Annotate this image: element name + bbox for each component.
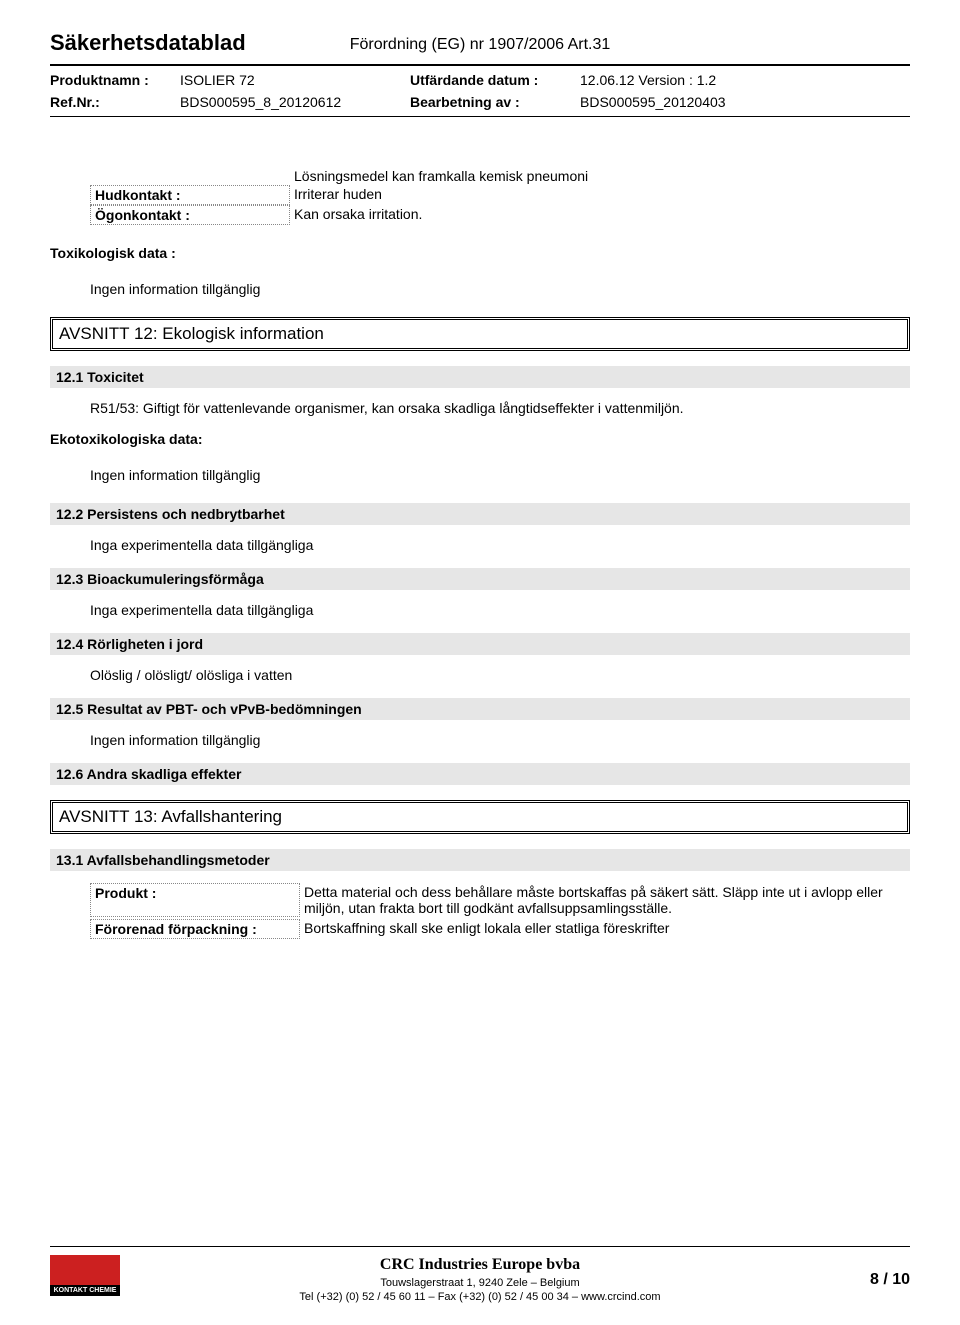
disposal-block: Produkt : Detta material och dess behåll… xyxy=(90,883,910,939)
footer: KONTAKT CHEMIE CRC Industries Europe bvb… xyxy=(50,1246,910,1305)
eco-data-label: Ekotoxikologiska data: xyxy=(50,431,910,447)
ref-value: BDS000595_8_20120612 xyxy=(180,94,410,110)
page: Säkerhetsdatablad Förordning (EG) nr 190… xyxy=(0,0,960,1325)
eye-label: Ögonkontakt : xyxy=(90,205,290,225)
packaging-disposal-label: Förorenad förpackning : xyxy=(90,919,300,939)
section-12-header: AVSNITT 12: Ekologisk information xyxy=(50,317,910,351)
product-disposal-label: Produkt : xyxy=(90,883,300,917)
packaging-disposal-text: Bortskaffning skall ske enligt lokala el… xyxy=(300,919,910,939)
footer-address: Touwslagerstraat 1, 9240 Zele – Belgium xyxy=(120,1276,840,1290)
eye-value: Kan orsaka irritation. xyxy=(290,205,426,225)
text-12-3: Inga experimentella data tillgängliga xyxy=(90,602,910,618)
tox-no-info: Ingen information tillgänglig xyxy=(90,281,910,297)
sub-12-6: 12.6 Andra skadliga effekter xyxy=(50,763,910,785)
section-13-header: AVSNITT 13: Avfallshantering xyxy=(50,800,910,834)
text-12-1: R51/53: Giftigt för vattenlevande organi… xyxy=(90,400,910,416)
product-disposal-row: Produkt : Detta material och dess behåll… xyxy=(90,883,910,917)
sub-12-3: 12.3 Bioackumuleringsförmåga xyxy=(50,568,910,590)
text-12-4: Olöslig / olösligt/ olösliga i vatten xyxy=(90,667,910,683)
skin-value: Irriterar huden xyxy=(290,185,386,205)
footer-center: CRC Industries Europe bvba Touwslagerstr… xyxy=(120,1255,840,1304)
empty-label xyxy=(90,167,290,185)
sub-12-1: 12.1 Toxicitet xyxy=(50,366,910,388)
text-12-2: Inga experimentella data tillgängliga xyxy=(90,537,910,553)
processing-label: Bearbetning av : xyxy=(410,94,580,110)
tox-data-label: Toxikologisk data : xyxy=(50,245,910,261)
logo-text: KONTAKT CHEMIE xyxy=(50,1285,120,1296)
sub-12-5: 12.5 Resultat av PBT- och vPvB-bedömning… xyxy=(50,698,910,720)
skin-row: Hudkontakt : Irriterar huden xyxy=(90,185,910,205)
footer-contact: Tel (+32) (0) 52 / 45 60 11 – Fax (+32) … xyxy=(120,1290,840,1304)
solvent-text: Lösningsmedel kan framkalla kemisk pneum… xyxy=(290,167,592,185)
date-value: 12.06.12 Version : 1.2 xyxy=(580,72,910,88)
ref-label: Ref.Nr.: xyxy=(50,94,180,110)
sub-12-2: 12.2 Persistens och nedbrytbarhet xyxy=(50,503,910,525)
eco-no-info: Ingen information tillgänglig xyxy=(90,467,910,483)
packaging-disposal-row: Förorenad förpackning : Bortskaffning sk… xyxy=(90,919,910,939)
sub-12-4: 12.4 Rörligheten i jord xyxy=(50,633,910,655)
footer-page: 8 / 10 xyxy=(840,1271,910,1289)
logo-red-box xyxy=(50,1255,120,1285)
divider xyxy=(50,116,910,117)
footer-logo: KONTAKT CHEMIE xyxy=(50,1255,120,1305)
header-meta-row1: Produktnamn : ISOLIER 72 Utfärdande datu… xyxy=(50,66,910,94)
eye-row: Ögonkontakt : Kan orsaka irritation. xyxy=(90,205,910,225)
product-value: ISOLIER 72 xyxy=(180,72,410,88)
processing-value: BDS000595_20120403 xyxy=(580,94,910,110)
sub-13-1: 13.1 Avfallsbehandlingsmetoder xyxy=(50,849,910,871)
date-label: Utfärdande datum : xyxy=(410,72,580,88)
product-label: Produktnamn : xyxy=(50,72,180,88)
footer-company: CRC Industries Europe bvba xyxy=(120,1255,840,1276)
skin-label: Hudkontakt : xyxy=(90,185,290,205)
content: Lösningsmedel kan framkalla kemisk pneum… xyxy=(50,167,910,939)
solvent-row: Lösningsmedel kan framkalla kemisk pneum… xyxy=(90,167,910,185)
product-disposal-text: Detta material och dess behållare måste … xyxy=(300,883,910,917)
text-12-5: Ingen information tillgänglig xyxy=(90,732,910,748)
header-meta-row2: Ref.Nr.: BDS000595_8_20120612 Bearbetnin… xyxy=(50,94,910,116)
